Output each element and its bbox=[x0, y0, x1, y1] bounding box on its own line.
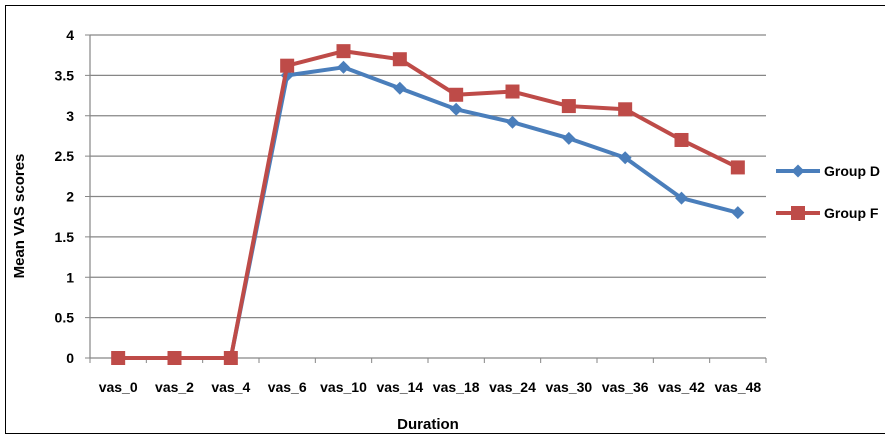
legend: Group D Group F bbox=[776, 163, 880, 221]
data-point bbox=[562, 131, 576, 145]
legend-label: Group F bbox=[824, 205, 879, 221]
y-tick-label: 2 bbox=[66, 189, 74, 205]
x-tick-label: vas_2 bbox=[155, 379, 194, 395]
y-tick-label: 2.5 bbox=[55, 148, 75, 164]
legend-label: Group D bbox=[824, 163, 880, 179]
x-tick-label: vas_18 bbox=[433, 379, 480, 395]
data-point bbox=[167, 351, 182, 365]
legend-item: Group D bbox=[776, 163, 880, 179]
y-tick-label: 0.5 bbox=[55, 310, 75, 326]
data-point bbox=[506, 115, 519, 129]
data-point bbox=[392, 52, 407, 67]
data-point bbox=[730, 160, 745, 175]
data-point bbox=[336, 44, 351, 59]
x-tick-label: vas_36 bbox=[602, 379, 649, 395]
data-point bbox=[280, 58, 295, 73]
x-tick-label: vas_42 bbox=[658, 379, 705, 395]
series-group-f bbox=[111, 44, 745, 365]
y-tick-label: 0 bbox=[66, 350, 74, 366]
x-tick-label: vas_14 bbox=[376, 379, 423, 395]
plot-series bbox=[111, 44, 745, 365]
y-tick-label: 1 bbox=[66, 269, 74, 285]
data-point bbox=[337, 60, 350, 74]
data-point bbox=[731, 206, 745, 220]
x-tick-label: vas_30 bbox=[545, 379, 592, 395]
data-point bbox=[618, 102, 633, 117]
series-line bbox=[118, 49, 739, 360]
y-tick-label: 1.5 bbox=[55, 229, 75, 245]
data-point bbox=[618, 151, 632, 165]
x-tick-label: vas_0 bbox=[99, 379, 138, 395]
x-tick-label: vas_10 bbox=[320, 379, 367, 395]
x-tick-label: vas_6 bbox=[268, 379, 307, 395]
y-axis-label: Mean VAS scores bbox=[11, 154, 28, 279]
data-point bbox=[505, 84, 520, 99]
y-tick-label: 4 bbox=[66, 27, 74, 43]
legend-item: Group F bbox=[776, 205, 879, 221]
x-tick-label: vas_48 bbox=[714, 379, 761, 395]
data-point bbox=[449, 87, 464, 102]
gridlines bbox=[90, 34, 766, 319]
legend-marker bbox=[791, 206, 805, 220]
data-point bbox=[561, 99, 576, 114]
data-point bbox=[675, 191, 688, 205]
x-tick-label: vas_24 bbox=[489, 379, 536, 395]
chart-border bbox=[5, 5, 885, 434]
data-point bbox=[674, 132, 689, 147]
y-tick-label: 3 bbox=[66, 108, 74, 124]
data-point bbox=[111, 351, 126, 365]
x-tick-label: vas_4 bbox=[211, 379, 250, 395]
data-point bbox=[223, 351, 238, 365]
y-tick-label: 3.5 bbox=[55, 67, 75, 83]
legend-marker bbox=[791, 164, 805, 178]
axes: 0 0.5 1 1.5 2 2.5 3 3.5 4 vas_0 vas_2 vas_4 vas_6 vas… bbox=[55, 27, 767, 395]
data-point bbox=[449, 102, 463, 116]
x-axis-label: Duration bbox=[397, 416, 459, 433]
data-point bbox=[393, 81, 407, 95]
